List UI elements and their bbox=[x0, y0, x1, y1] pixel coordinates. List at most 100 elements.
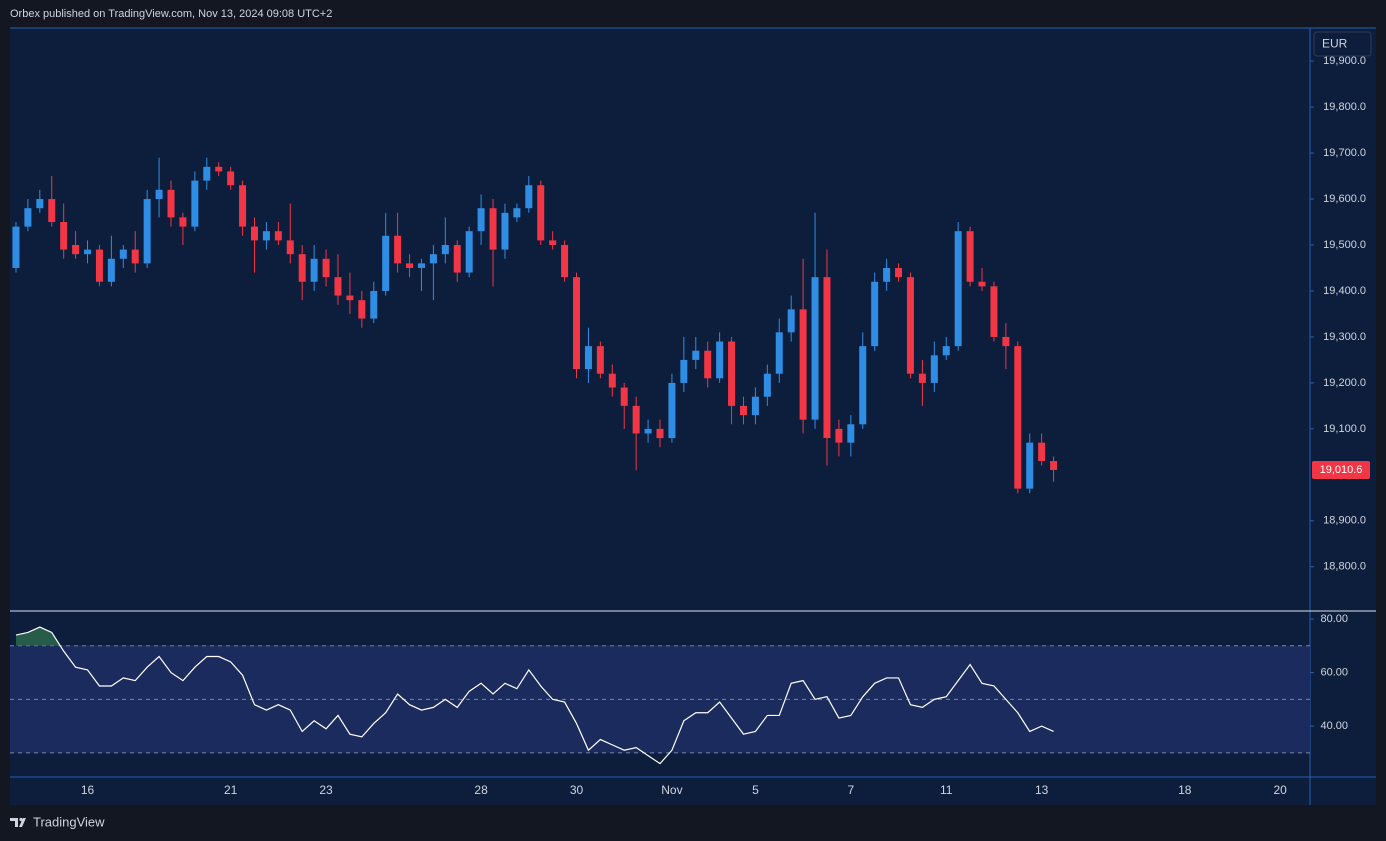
candle-body bbox=[871, 281, 879, 347]
candle-body bbox=[84, 249, 92, 255]
price-axis-background bbox=[1310, 28, 1376, 805]
candle-body bbox=[155, 189, 163, 200]
candle-body bbox=[775, 332, 783, 374]
candle-body bbox=[716, 341, 724, 379]
candle-body bbox=[692, 350, 700, 360]
candle-body bbox=[620, 387, 628, 406]
y-tick-label: 18,900.0 bbox=[1323, 515, 1366, 527]
candle-body bbox=[250, 226, 258, 241]
candle-body bbox=[48, 199, 56, 222]
x-tick-label: 21 bbox=[224, 783, 238, 797]
candle-body bbox=[584, 346, 592, 370]
candle-body bbox=[274, 231, 282, 241]
candle-body bbox=[382, 235, 390, 291]
y-tick-label: 19,900.0 bbox=[1323, 55, 1366, 67]
candle-body bbox=[823, 277, 831, 439]
candle-body bbox=[537, 185, 545, 241]
y-tick-label: 19,700.0 bbox=[1323, 147, 1366, 159]
x-tick-label: 23 bbox=[319, 783, 333, 797]
candle-body bbox=[95, 249, 103, 282]
candle-body bbox=[179, 217, 187, 227]
candle-body bbox=[60, 222, 68, 250]
last-price-box bbox=[1312, 460, 1370, 479]
candle-body bbox=[1038, 442, 1046, 462]
candle-body bbox=[799, 309, 807, 420]
candle-body bbox=[429, 254, 437, 264]
candle-body bbox=[835, 428, 843, 443]
y-tick-label: 19,500.0 bbox=[1323, 239, 1366, 251]
candle-body bbox=[644, 428, 652, 434]
candle-body bbox=[859, 346, 867, 425]
candle-body bbox=[632, 405, 640, 434]
candle-body bbox=[966, 231, 974, 282]
candle-body bbox=[12, 226, 20, 268]
candle-body bbox=[417, 263, 425, 268]
currency-button bbox=[1313, 31, 1372, 57]
candle-body bbox=[107, 258, 115, 282]
candle-body bbox=[1014, 346, 1022, 489]
candle-body bbox=[1002, 336, 1010, 347]
candle-body bbox=[1050, 461, 1058, 470]
y-tick-label: 19,200.0 bbox=[1323, 377, 1366, 389]
candle-body bbox=[72, 244, 80, 255]
candle-body bbox=[954, 231, 962, 347]
candle-body bbox=[441, 244, 449, 255]
candle-body bbox=[322, 258, 330, 278]
rsi-group bbox=[15, 626, 1054, 765]
candle-body bbox=[895, 267, 903, 278]
candle-body bbox=[573, 277, 581, 370]
candle-body bbox=[215, 166, 223, 172]
candle-body bbox=[906, 277, 914, 374]
y-tick-label: 19,600.0 bbox=[1323, 193, 1366, 205]
candle-body bbox=[239, 185, 247, 227]
candle-body bbox=[704, 350, 712, 379]
candle-body bbox=[525, 185, 533, 209]
candle-body bbox=[608, 373, 616, 388]
x-tick-label: 20 bbox=[1274, 783, 1288, 797]
candle-body bbox=[167, 189, 175, 218]
candle-body bbox=[36, 199, 44, 209]
candle-body bbox=[918, 373, 926, 383]
candle-body bbox=[262, 231, 270, 241]
y-tick-label: 18,800.0 bbox=[1323, 561, 1366, 573]
candle-body bbox=[728, 341, 736, 406]
candle-body bbox=[477, 208, 485, 232]
x-tick-label: 5 bbox=[752, 783, 759, 797]
candle-body bbox=[286, 240, 294, 255]
candle-body bbox=[346, 295, 354, 301]
y-tick-label: 19,300.0 bbox=[1323, 331, 1366, 343]
candle-body bbox=[203, 166, 211, 181]
candle-body bbox=[883, 267, 891, 282]
candle-body bbox=[394, 235, 402, 264]
candle-body bbox=[227, 171, 235, 186]
candle-body bbox=[489, 208, 497, 250]
candle-body bbox=[24, 208, 32, 227]
candle-body bbox=[310, 258, 318, 282]
x-tick-label: 18 bbox=[1178, 783, 1192, 797]
currency-label: EUR bbox=[1322, 37, 1348, 51]
candle-body bbox=[191, 180, 199, 227]
candle-body bbox=[930, 355, 938, 383]
y-tick-label: 40.00 bbox=[1320, 720, 1348, 732]
candle-body bbox=[668, 382, 676, 439]
candle-body bbox=[370, 290, 378, 319]
x-tick-label: 30 bbox=[570, 783, 584, 797]
candle-body bbox=[119, 249, 127, 259]
candle-body bbox=[298, 254, 306, 282]
candle-body bbox=[406, 263, 414, 268]
candle-body bbox=[501, 212, 509, 250]
candle-body bbox=[465, 231, 473, 273]
candle-body bbox=[131, 249, 139, 264]
rsi-line bbox=[15, 626, 1054, 765]
y-tick-label: 19,400.0 bbox=[1323, 285, 1366, 297]
candle-body bbox=[811, 277, 819, 420]
candle-body bbox=[763, 373, 771, 397]
y-tick-label: 80.00 bbox=[1320, 613, 1348, 625]
x-tick-label: 7 bbox=[847, 783, 854, 797]
candle-body bbox=[978, 281, 986, 287]
candle-body bbox=[739, 405, 747, 416]
x-tick-label: 11 bbox=[940, 783, 953, 797]
y-tick-label: 19,100.0 bbox=[1323, 423, 1366, 435]
